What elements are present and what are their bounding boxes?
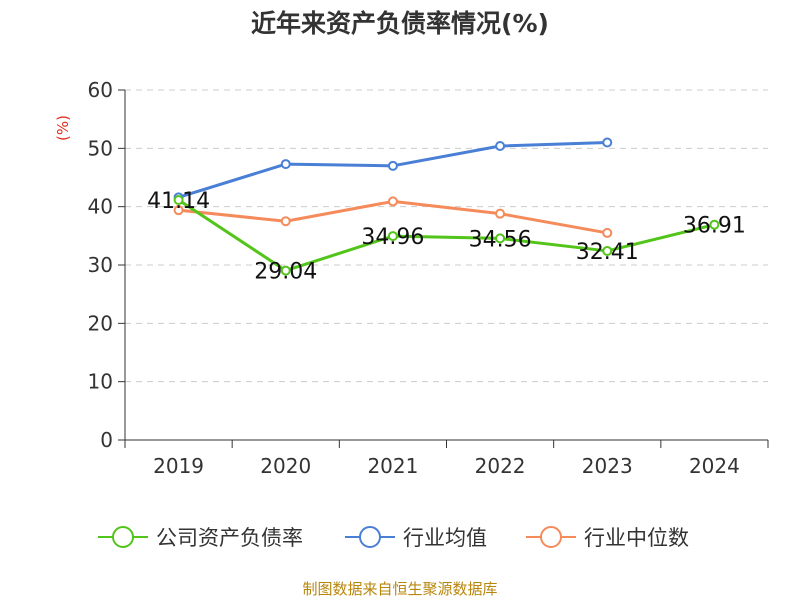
data-point[interactable] — [387, 196, 398, 207]
data-label: 34.96 — [361, 225, 424, 250]
x-tick-label: 2024 — [689, 454, 740, 478]
data-point[interactable] — [280, 159, 291, 170]
series-line — [177, 198, 716, 273]
y-tick-label: 40 — [88, 195, 113, 219]
data-label: 32.41 — [576, 240, 639, 265]
x-tick-label: 2019 — [153, 454, 204, 478]
legend-item[interactable]: 行业中位数 — [526, 526, 689, 550]
footer-source: 制图数据来自恒生聚源数据库 — [302, 580, 497, 598]
y-tick-label: 30 — [88, 253, 113, 277]
data-point[interactable] — [280, 216, 291, 227]
x-tick-label: 2020 — [260, 454, 311, 478]
legend-marker-icon — [540, 526, 562, 548]
y-tick-label: 0 — [100, 428, 113, 452]
data-labels: 41.14 29.04 34.96 34.56 32.41 36.91 — [147, 189, 746, 285]
series — [173, 137, 720, 276]
legend[interactable]: 公司资产负债率 行业均值 行业中位数 — [98, 526, 689, 550]
axes: 0 10 20 30 40 50 60 2019 2020 2021 2022 2023 2024 — [88, 78, 769, 478]
data-label: 36.91 — [683, 214, 746, 239]
data-point[interactable] — [387, 160, 398, 171]
x-tick-label: 2022 — [475, 454, 526, 478]
data-label: 34.56 — [469, 227, 532, 252]
y-tick-label: 60 — [88, 78, 113, 102]
y-axis-label: (%) — [54, 115, 72, 141]
legend-item[interactable]: 公司资产负债率 — [98, 526, 303, 550]
data-point[interactable] — [602, 245, 613, 256]
data-label: 41.14 — [147, 189, 210, 214]
y-tick-label: 10 — [88, 370, 113, 394]
chart-title: 近年来资产负债率情况(%) — [251, 9, 549, 38]
data-point[interactable] — [280, 265, 291, 276]
data-point[interactable] — [709, 219, 720, 230]
legend-label: 公司资产负债率 — [156, 526, 303, 550]
data-point[interactable] — [387, 231, 398, 242]
legend-marker-icon — [112, 526, 134, 548]
data-point[interactable] — [495, 208, 506, 219]
legend-item[interactable]: 行业均值 — [345, 526, 487, 550]
data-point[interactable] — [495, 233, 506, 244]
data-label: 29.04 — [254, 260, 317, 285]
data-point[interactable] — [602, 227, 613, 238]
legend-label: 行业中位数 — [584, 526, 689, 550]
x-tick-label: 2023 — [582, 454, 633, 478]
x-tick-label: 2021 — [367, 454, 418, 478]
y-tick-label: 50 — [88, 136, 113, 160]
legend-marker-icon — [359, 526, 381, 548]
data-point[interactable] — [495, 141, 506, 151]
data-point[interactable] — [602, 137, 613, 148]
data-point[interactable] — [173, 195, 184, 206]
legend-label: 行业均值 — [403, 526, 487, 550]
data-point[interactable] — [173, 205, 184, 216]
y-tick-label: 20 — [88, 311, 113, 335]
